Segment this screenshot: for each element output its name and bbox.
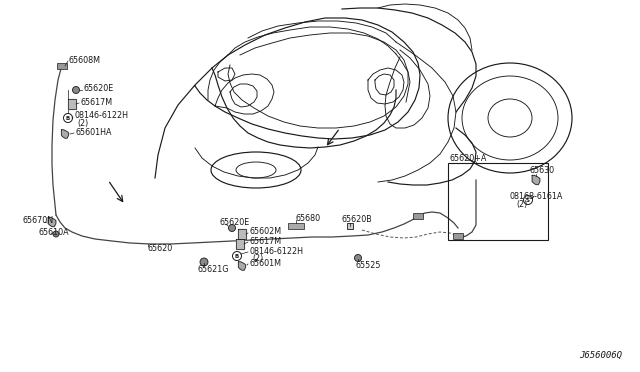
Polygon shape xyxy=(239,262,246,270)
Circle shape xyxy=(228,224,236,231)
Circle shape xyxy=(355,254,362,262)
Bar xyxy=(453,233,463,239)
Circle shape xyxy=(53,231,59,237)
Text: (2): (2) xyxy=(77,119,88,128)
Text: 65630: 65630 xyxy=(530,166,555,174)
Text: 65620E: 65620E xyxy=(83,83,113,93)
Text: 65620+A: 65620+A xyxy=(450,154,488,163)
Text: 65620: 65620 xyxy=(148,244,173,253)
Text: 65601HA: 65601HA xyxy=(75,128,111,137)
FancyBboxPatch shape xyxy=(347,223,353,229)
Text: 08168-6161A: 08168-6161A xyxy=(510,192,563,201)
Text: 65670N: 65670N xyxy=(22,215,53,224)
Text: (2): (2) xyxy=(252,253,263,263)
Bar xyxy=(288,223,304,229)
Polygon shape xyxy=(238,229,246,239)
Text: B: B xyxy=(66,115,70,121)
Bar xyxy=(57,63,67,69)
Text: 08146-6122H: 08146-6122H xyxy=(74,110,128,119)
Polygon shape xyxy=(532,175,540,185)
Polygon shape xyxy=(61,130,68,138)
Text: S: S xyxy=(526,198,530,202)
Text: (2): (2) xyxy=(516,199,527,208)
Circle shape xyxy=(72,87,79,93)
Bar xyxy=(413,213,423,219)
Text: 08146-6122H: 08146-6122H xyxy=(249,247,303,256)
Text: 65610A: 65610A xyxy=(38,228,68,237)
Circle shape xyxy=(524,196,532,205)
Text: 65617M: 65617M xyxy=(80,97,112,106)
Text: 65617M: 65617M xyxy=(249,237,281,246)
Polygon shape xyxy=(68,99,76,109)
Polygon shape xyxy=(48,217,56,227)
Bar xyxy=(448,163,548,240)
Text: 65525: 65525 xyxy=(356,260,381,269)
Polygon shape xyxy=(236,239,244,249)
Text: 65620B: 65620B xyxy=(342,215,372,224)
Text: 65680: 65680 xyxy=(296,214,321,222)
Text: 65620E: 65620E xyxy=(220,218,250,227)
Text: 65608M: 65608M xyxy=(68,55,100,64)
Text: 65602M: 65602M xyxy=(249,227,281,235)
Circle shape xyxy=(232,251,241,260)
Circle shape xyxy=(63,113,72,122)
Text: J656006Q: J656006Q xyxy=(579,351,622,360)
Circle shape xyxy=(200,258,208,266)
Text: 65601M: 65601M xyxy=(249,259,281,267)
Text: B: B xyxy=(235,253,239,259)
Text: 65621G: 65621G xyxy=(198,264,230,273)
